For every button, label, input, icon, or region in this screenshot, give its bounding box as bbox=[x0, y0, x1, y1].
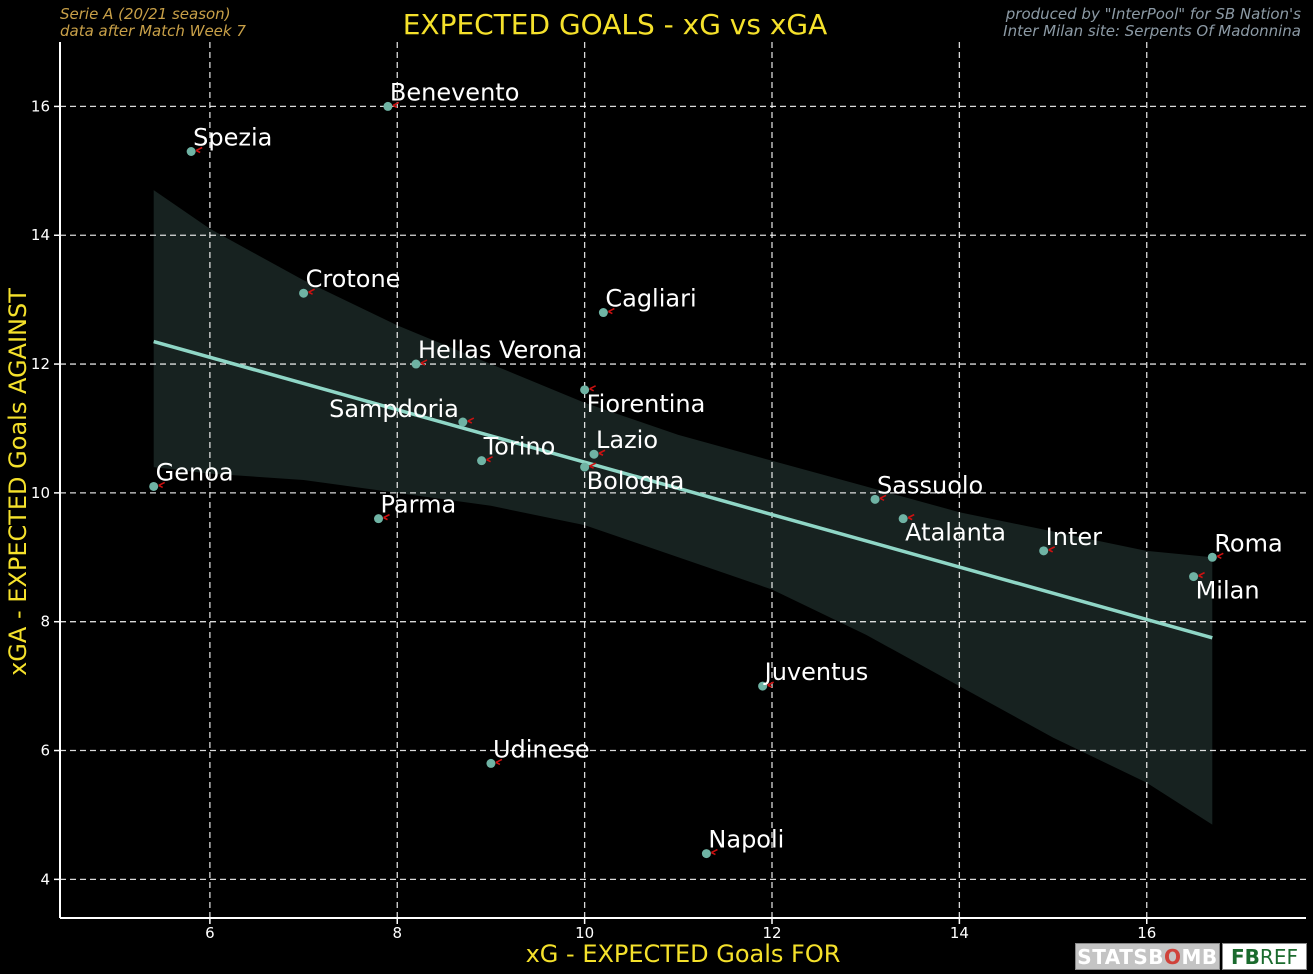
confidence-band-layer bbox=[153, 190, 1213, 825]
point-label: Lazio bbox=[596, 426, 658, 454]
point-label: Hellas Verona bbox=[418, 336, 582, 364]
annotation-arrow bbox=[495, 758, 503, 766]
y-tick-label: 14 bbox=[31, 226, 50, 244]
y-tick-label: 6 bbox=[40, 742, 50, 760]
point-label: Benevento bbox=[390, 78, 519, 106]
y-axis-label: xGA - EXPECTED Goals AGAINST bbox=[4, 288, 32, 676]
point-label: Atalanta bbox=[905, 519, 1006, 547]
annotation-arrow bbox=[308, 288, 315, 295]
annotation-arrow bbox=[879, 494, 887, 502]
annotation-arrow bbox=[1198, 571, 1205, 579]
point-label: Genoa bbox=[156, 458, 234, 486]
season-line: Serie A (20/21 season) bbox=[60, 5, 231, 23]
point-label: Bologna bbox=[587, 467, 685, 495]
points-layer bbox=[149, 101, 1224, 859]
annotation-arrow bbox=[420, 359, 428, 366]
annotation-arrow bbox=[467, 417, 475, 424]
point-label: Cagliari bbox=[605, 285, 696, 313]
labels-layer: Benevento Spezia Crotone Cagliari Hellas Ver… bbox=[156, 78, 1283, 853]
annotation-arrow bbox=[589, 462, 596, 469]
season-note: Serie A (20/21 season) data after Match … bbox=[60, 6, 246, 40]
data-point bbox=[149, 481, 159, 491]
data-point bbox=[186, 147, 196, 156]
point-label: Sassuolo bbox=[877, 471, 983, 499]
annotation-arrow bbox=[383, 513, 390, 521]
x-tick-label: 6 bbox=[205, 924, 215, 942]
y-tick-label: 12 bbox=[31, 355, 50, 373]
x-axis-label: xG - EXPECTED Goals FOR bbox=[525, 940, 841, 968]
credit-line-1: produced by "InterPool" for SB Nation's bbox=[1005, 5, 1301, 23]
data-point bbox=[411, 359, 421, 369]
data-point bbox=[1189, 572, 1199, 582]
fbref-logo-fb: FB bbox=[1231, 945, 1260, 969]
statsbomb-logo: STATSBOMB bbox=[1075, 943, 1220, 970]
annotation-arrow bbox=[1216, 552, 1224, 560]
data-point bbox=[1039, 546, 1049, 556]
fbref-logo: FBREF bbox=[1222, 943, 1307, 970]
point-label: Inter bbox=[1046, 523, 1102, 551]
data-point bbox=[299, 288, 309, 298]
annotation-arrow bbox=[711, 848, 718, 856]
credit-note: produced by "InterPool" for SB Nation's … bbox=[1003, 6, 1301, 40]
x-tick-label: 16 bbox=[1137, 924, 1156, 942]
confidence-band bbox=[153, 190, 1213, 825]
data-point bbox=[758, 681, 768, 691]
annotation-arrow bbox=[195, 146, 203, 154]
x-tick-label: 8 bbox=[392, 924, 402, 942]
grid-layer bbox=[60, 42, 1306, 918]
data-point bbox=[598, 308, 608, 318]
x-tick-label: 10 bbox=[575, 924, 594, 942]
regression-layer bbox=[153, 339, 1213, 640]
y-tick-label: 8 bbox=[40, 613, 50, 631]
point-label: Torino bbox=[483, 433, 556, 461]
data-point bbox=[898, 514, 908, 524]
regression-line bbox=[153, 339, 1213, 640]
point-label: Udinese bbox=[493, 735, 590, 763]
statsbomb-logo-o: O bbox=[1164, 945, 1182, 969]
annotation-arrow bbox=[486, 455, 493, 463]
chart-title: EXPECTED GOALS - xG vs xGA bbox=[402, 8, 828, 41]
data-source-logos: STATSBOMB FBREF bbox=[1075, 943, 1307, 970]
annotation-arrow bbox=[1048, 546, 1056, 553]
fbref-logo-ref: REF bbox=[1259, 945, 1298, 969]
statsbomb-logo-pre: STATSB bbox=[1077, 945, 1165, 969]
x-tick-label: 14 bbox=[950, 924, 969, 942]
annotation-arrow bbox=[767, 681, 774, 688]
point-label: Crotone bbox=[306, 265, 401, 293]
annotation-arrow bbox=[598, 449, 606, 456]
data-point bbox=[477, 456, 487, 466]
data-point bbox=[701, 849, 711, 859]
y-tick-label: 10 bbox=[31, 484, 50, 502]
x-tick-label: 12 bbox=[762, 924, 781, 942]
y-tick-label: 4 bbox=[40, 870, 50, 888]
matchweek-line: data after Match Week 7 bbox=[60, 22, 246, 40]
point-label: Fiorentina bbox=[587, 390, 706, 418]
point-label: Parma bbox=[381, 491, 457, 519]
point-label: Napoli bbox=[708, 826, 784, 854]
point-label: Spezia bbox=[193, 124, 272, 152]
point-label: Roma bbox=[1214, 529, 1282, 557]
annotation-arrow bbox=[158, 481, 166, 489]
data-point bbox=[383, 101, 393, 111]
point-label: Sampdoria bbox=[329, 395, 459, 423]
data-point bbox=[589, 449, 599, 459]
data-point bbox=[580, 462, 590, 472]
annotation-arrow bbox=[608, 307, 615, 315]
statsbomb-logo-post: MB bbox=[1181, 945, 1218, 969]
point-label: Juventus bbox=[763, 658, 869, 686]
annotation-arrow bbox=[589, 385, 596, 392]
data-point bbox=[1207, 552, 1217, 562]
axis-layer: 6 8 10 12 14 16 4 6 8 10 12 14 16 bbox=[31, 42, 1306, 942]
data-point bbox=[458, 417, 468, 427]
credit-line-2: Inter Milan site: Serpents Of Madonnina bbox=[1003, 22, 1301, 40]
annotation-arrow bbox=[907, 513, 915, 521]
data-point bbox=[580, 385, 590, 395]
annotation-arrow bbox=[392, 101, 400, 109]
data-point bbox=[870, 494, 880, 504]
point-label: Milan bbox=[1196, 577, 1260, 605]
data-point bbox=[486, 758, 496, 768]
y-tick-label: 16 bbox=[31, 97, 50, 115]
data-point bbox=[374, 514, 384, 524]
